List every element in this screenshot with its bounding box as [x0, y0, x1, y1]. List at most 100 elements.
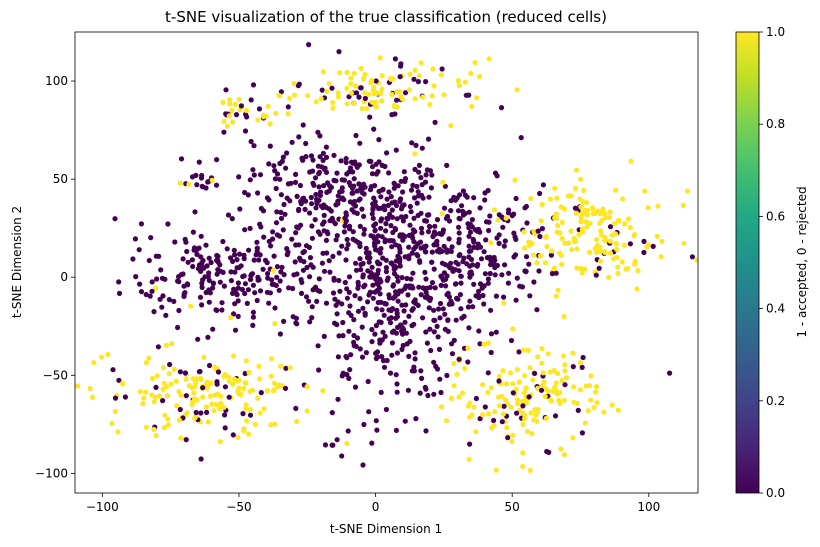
scatter-point — [515, 401, 521, 407]
scatter-point — [453, 317, 459, 323]
scatter-point — [559, 235, 565, 242]
scatter-point — [406, 353, 412, 359]
scatter-point — [345, 428, 351, 434]
scatter-point — [394, 97, 400, 103]
scatter-point — [441, 270, 447, 276]
scatter-point — [217, 279, 223, 285]
scatter-point — [336, 277, 342, 284]
scatter-point — [207, 393, 214, 399]
scatter-point — [283, 365, 289, 371]
scatter-point — [297, 182, 303, 189]
scatter-point — [285, 111, 291, 117]
scatter-point — [559, 261, 565, 267]
scatter-point — [153, 432, 159, 439]
scatter-point — [398, 61, 404, 67]
scatter-point — [235, 280, 241, 286]
scatter-point — [440, 306, 446, 312]
scatter-point — [155, 344, 161, 350]
scatter-point — [174, 403, 180, 409]
scatter-point — [466, 456, 472, 462]
scatter-point — [324, 189, 330, 195]
scatter-point — [222, 384, 228, 390]
scatter-point — [272, 305, 278, 311]
scatter-point — [176, 274, 182, 280]
scatter-point — [383, 406, 389, 413]
scatter-point — [220, 269, 226, 275]
scatter-point — [485, 370, 491, 376]
scatter-point — [399, 302, 405, 308]
scatter-point — [297, 255, 303, 261]
scatter-point — [300, 122, 306, 128]
scatter-point — [597, 249, 603, 255]
scatter-point — [526, 394, 532, 400]
scatter-point — [398, 214, 404, 220]
scatter-point — [373, 418, 379, 424]
scatter-point — [418, 60, 424, 66]
scatter-point — [153, 384, 159, 390]
scatter-point — [393, 427, 399, 433]
scatter-point — [299, 279, 305, 285]
scatter-point — [584, 200, 590, 206]
scatter-point — [564, 375, 570, 381]
scatter-point — [266, 161, 272, 167]
scatter-point — [348, 81, 354, 87]
scatter-point — [464, 261, 470, 267]
scatter-point — [386, 292, 392, 298]
scatter-point — [238, 263, 244, 269]
scatter-point — [400, 96, 406, 102]
scatter-point — [264, 388, 270, 394]
scatter-point — [584, 212, 590, 218]
scatter-point — [469, 224, 475, 230]
scatter-point — [241, 256, 247, 262]
scatter-point — [426, 305, 432, 311]
scatter-point — [226, 113, 232, 119]
scatter-point — [431, 359, 437, 365]
scatter-point — [408, 187, 415, 193]
scatter-point — [230, 432, 236, 438]
scatter-point — [407, 338, 413, 344]
scatter-point — [375, 247, 381, 253]
scatter-point — [453, 259, 459, 265]
scatter-point — [442, 311, 448, 317]
scatter-point — [192, 415, 198, 421]
scatter-point — [218, 400, 224, 406]
scatter-point — [606, 274, 612, 280]
scatter-point — [306, 42, 312, 48]
scatter-point — [416, 162, 422, 168]
scatter-point — [397, 88, 403, 94]
scatter-point — [233, 112, 240, 118]
scatter-point — [569, 246, 575, 253]
scatter-point — [163, 384, 170, 390]
scatter-point — [634, 286, 640, 292]
scatter-point — [612, 231, 619, 237]
scatter-point — [461, 313, 467, 319]
scatter-point — [230, 353, 237, 359]
scatter-point — [255, 190, 261, 196]
scatter-point — [399, 275, 405, 281]
scatter-point — [681, 240, 687, 246]
scatter-point — [373, 276, 379, 282]
scatter-point — [386, 170, 392, 176]
scatter-point — [205, 382, 211, 388]
scatter-point — [390, 283, 396, 289]
scatter-point — [549, 271, 556, 277]
scatter-point — [353, 267, 360, 273]
scatter-point — [163, 342, 169, 348]
scatter-point — [181, 291, 187, 297]
scatter-point — [635, 268, 641, 274]
scatter-point — [244, 107, 250, 114]
scatter-point — [250, 82, 257, 88]
scatter-point — [336, 250, 342, 256]
scatter-point — [194, 397, 200, 403]
scatter-point — [356, 197, 362, 203]
scatter-point — [190, 376, 196, 382]
scatter-point — [198, 233, 204, 239]
scatter-point — [146, 257, 152, 264]
scatter-point — [553, 211, 559, 217]
scatter-point — [366, 292, 372, 298]
scatter-point — [206, 362, 213, 369]
scatter-point — [185, 259, 191, 265]
scatter-point — [455, 78, 461, 84]
scatter-point — [580, 354, 586, 361]
scatter-point — [361, 226, 367, 233]
